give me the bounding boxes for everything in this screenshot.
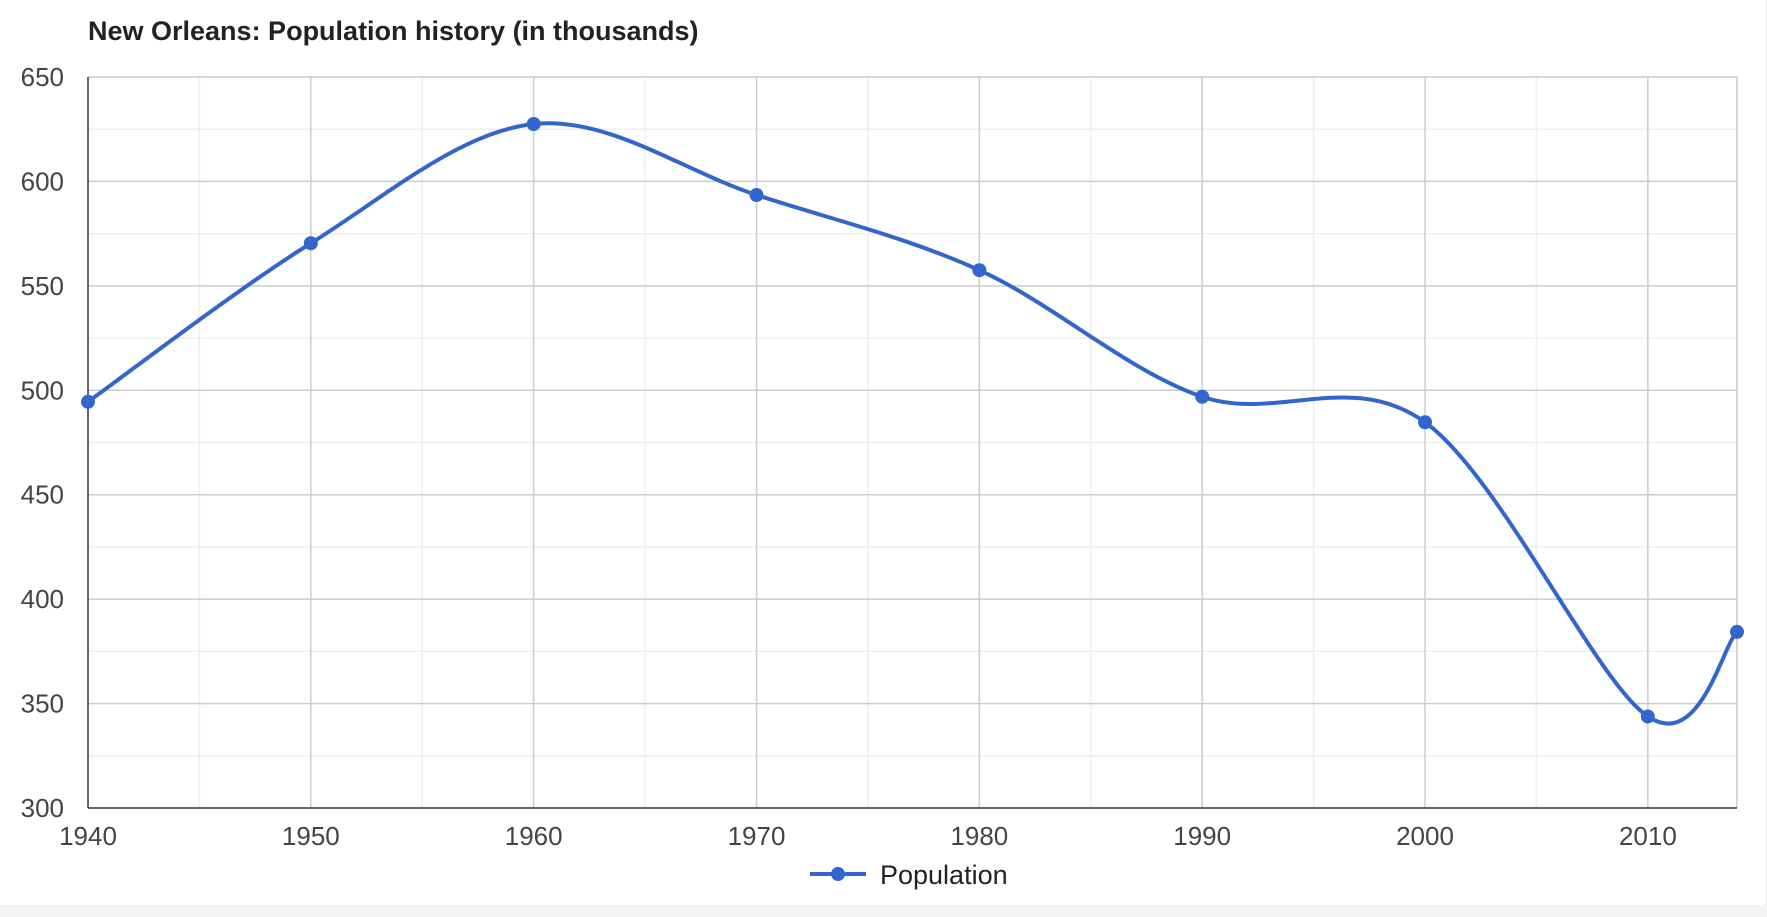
x-tick-label: 1960 — [505, 821, 563, 851]
legend-marker — [831, 867, 845, 881]
series-population — [81, 116, 1744, 726]
chart-title: New Orleans: Population history (in thou… — [88, 16, 699, 46]
y-tick-label: 550 — [21, 271, 64, 301]
y-tick-label: 350 — [21, 689, 64, 719]
y-tick-label: 600 — [21, 166, 64, 196]
x-tick-label: 1970 — [728, 821, 786, 851]
legend-label: Population — [880, 860, 1008, 890]
data-point[interactable] — [526, 116, 541, 131]
x-axis-tick-labels: 1940 1950 1960 1970 1980 1990 2000 2010 — [59, 821, 1677, 851]
x-tick-label: 2000 — [1396, 821, 1454, 851]
legend[interactable]: Population — [810, 860, 1008, 890]
y-tick-label: 400 — [21, 584, 64, 614]
x-tick-label: 1950 — [282, 821, 340, 851]
x-tick-label: 1990 — [1173, 821, 1231, 851]
x-tick-label: 1980 — [950, 821, 1008, 851]
major-gridlines — [88, 76, 1738, 808]
y-tick-label: 500 — [21, 375, 64, 405]
x-tick-label: 1940 — [59, 821, 117, 851]
axis-lines — [87, 77, 1737, 809]
minor-gridlines — [88, 77, 1737, 808]
data-point[interactable] — [1195, 389, 1210, 404]
data-point[interactable] — [81, 394, 95, 409]
y-tick-label: 650 — [21, 62, 64, 92]
footer-strip — [0, 905, 1767, 917]
y-axis-tick-labels: 300 350 400 450 500 550 600 650 — [21, 62, 64, 823]
data-point[interactable] — [1640, 709, 1655, 724]
y-tick-label: 450 — [21, 480, 64, 510]
x-tick-label: 2010 — [1619, 821, 1677, 851]
data-point[interactable] — [749, 188, 764, 203]
data-point[interactable] — [303, 236, 318, 251]
data-point[interactable] — [972, 263, 987, 278]
y-tick-label: 300 — [21, 793, 64, 823]
series-line — [86, 121, 1739, 726]
data-point[interactable] — [1730, 624, 1744, 639]
data-point[interactable] — [1418, 415, 1433, 430]
